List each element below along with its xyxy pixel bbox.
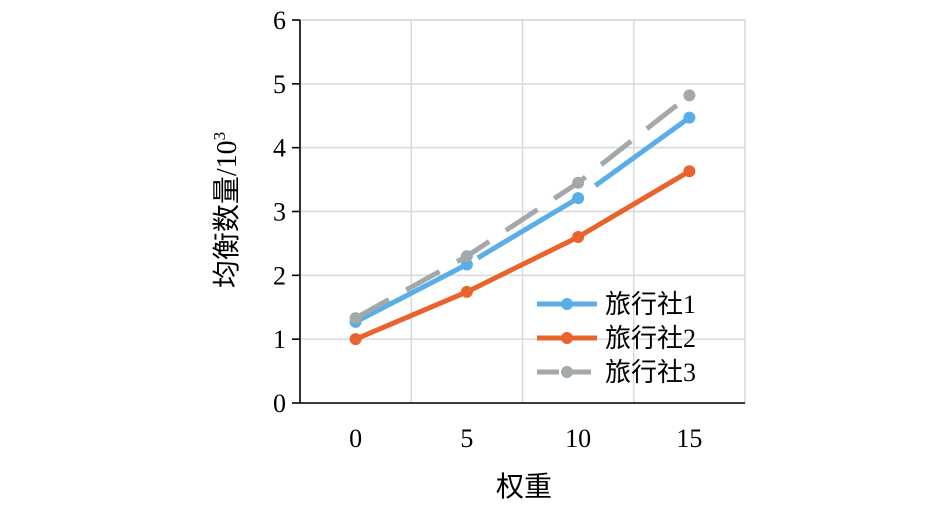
series-3-point [460, 250, 473, 263]
series-3-point [572, 176, 585, 189]
series-1-point [683, 111, 696, 124]
series-group [349, 89, 696, 346]
y-tick-label: 6 [273, 6, 286, 35]
series-1-point [460, 258, 473, 271]
y-tick-label: 4 [273, 134, 286, 163]
y-axis-title-exponent: 3 [210, 132, 229, 141]
plot-frame [292, 19, 746, 404]
series-2-point [349, 333, 362, 346]
legend-label-3: 旅行社3 [605, 358, 696, 387]
y-tick-label: 5 [273, 70, 286, 99]
x-tick-label: 10 [565, 424, 591, 453]
series-3-point [683, 89, 696, 102]
legend-marker-1 [561, 298, 573, 310]
y-axis-title: 均衡数量/103 [210, 132, 243, 288]
y-tick-label: 0 [273, 389, 286, 418]
y-axis-title-main: 均衡数量/10 [211, 140, 243, 288]
y-tick-label: 3 [273, 198, 286, 227]
y-tick-label: 2 [273, 261, 286, 290]
legend-label-2: 旅行社2 [605, 324, 696, 353]
series-line-3 [354, 93, 691, 321]
y-tick-labels: 0 1 2 3 4 5 6 [273, 6, 286, 418]
series-line-2 [354, 169, 691, 342]
x-tick-label: 0 [349, 424, 362, 453]
series-2-point [460, 285, 473, 298]
x-tick-labels: 0 5 10 15 [349, 424, 702, 453]
legend-marker-2 [561, 332, 573, 344]
legend-marker-3 [561, 366, 573, 378]
series-1-point [572, 192, 585, 205]
legend-label-1: 旅行社1 [605, 290, 696, 319]
y-tick-label: 1 [273, 325, 286, 354]
series-2-point [572, 231, 585, 244]
x-tick-label: 15 [676, 424, 702, 453]
series-line-1 [354, 115, 691, 325]
series-3-point [349, 312, 362, 325]
series-2-point [683, 165, 696, 178]
legend: 旅行社1 旅行社2 旅行社3 [537, 290, 696, 387]
x-axis-title: 权重 [496, 471, 552, 503]
x-tick-label: 5 [460, 424, 473, 453]
